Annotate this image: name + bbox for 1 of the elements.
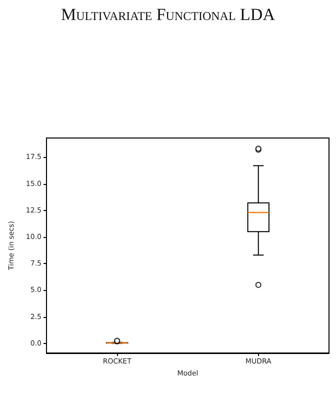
chart-title: Multivariate Functional LDA (60, 5, 276, 25)
